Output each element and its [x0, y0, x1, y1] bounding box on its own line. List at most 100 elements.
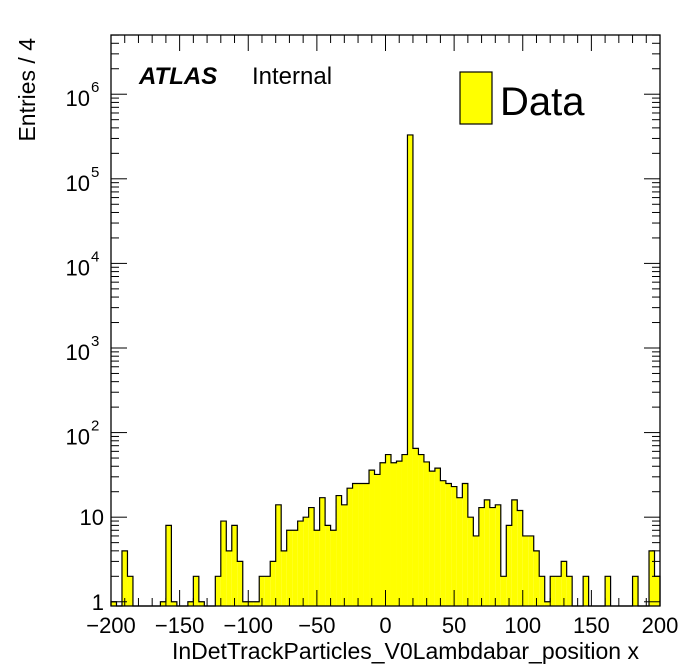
y-tick-label: 10 [66, 86, 90, 111]
x-tick-label: 0 [379, 613, 391, 638]
histogram-bar [352, 483, 359, 606]
histogram-bar [550, 576, 556, 606]
histogram-bar [407, 134, 413, 607]
histogram-bar [429, 471, 435, 606]
histogram-bar [380, 462, 386, 606]
histogram-bar [319, 497, 326, 606]
histogram-bar [286, 530, 293, 606]
histogram-bar [555, 576, 562, 606]
histogram-bar [121, 550, 128, 606]
y-tick-exponent: 5 [91, 164, 99, 181]
x-axis-label: InDetTrackParticles_V0Lambdabar_position… [172, 638, 640, 664]
histogram-bar [347, 488, 353, 606]
y-tick-exponent: 4 [91, 248, 99, 265]
histogram-bar [649, 550, 655, 606]
histogram-bar [605, 576, 611, 606]
histogram-bar [583, 576, 589, 606]
histogram-bar [171, 601, 177, 606]
histogram-bar [632, 576, 639, 606]
histogram-bar [401, 454, 408, 606]
histogram-bar [275, 504, 282, 606]
histogram-bar [165, 525, 172, 606]
histogram-bar [281, 550, 287, 606]
histogram-bar [539, 576, 545, 606]
histogram-bar [654, 576, 660, 606]
x-tick-label: −50 [298, 613, 335, 638]
histogram-bar [198, 601, 205, 606]
histogram-bar [308, 507, 315, 606]
histogram-bar [297, 521, 304, 606]
histogram-bar [374, 474, 381, 606]
histogram-bar [489, 507, 496, 606]
histogram-bar [500, 576, 507, 606]
histogram-bar [528, 535, 534, 606]
histogram-bar [467, 517, 474, 606]
histogram-bar [237, 561, 243, 606]
x-tick-label: 150 [573, 613, 610, 638]
histogram-bar [358, 483, 364, 606]
x-tick-labels: −200 −150 −100 −50 0 50 100 150 200 [86, 613, 678, 638]
histogram-bar [226, 550, 232, 606]
histogram-bar [160, 601, 166, 606]
histogram-bar [561, 561, 567, 606]
x-tick-label: 100 [504, 613, 541, 638]
histogram-bar [242, 601, 249, 606]
y-tick-label: 1 [92, 590, 104, 615]
histogram-bar [330, 530, 337, 606]
histogram-bar [445, 483, 452, 606]
histogram-bar [478, 507, 485, 606]
histogram-bar [111, 601, 117, 606]
histogram-bar [341, 504, 348, 606]
axis-ticks [110, 34, 661, 606]
histogram-bar [253, 601, 260, 606]
histogram-bar [363, 483, 370, 606]
histogram-bar [390, 462, 397, 606]
histogram-bar [533, 550, 540, 606]
histogram-bar [544, 601, 551, 606]
histogram-bar [511, 499, 518, 606]
histogram-bar [336, 495, 342, 606]
histogram-bars [111, 134, 660, 607]
histogram-bar [396, 461, 402, 606]
y-tick-exponent: 2 [91, 418, 99, 435]
histogram-bar [127, 576, 133, 606]
y-tick-exponent: 6 [91, 79, 99, 96]
legend: Data [459, 71, 585, 125]
x-tick-label: 200 [642, 613, 679, 638]
histogram-bar [412, 448, 419, 606]
histogram-bar [566, 576, 573, 606]
histogram-bar [264, 576, 271, 606]
histogram-bar [385, 454, 391, 606]
histogram-bar [292, 530, 298, 606]
atlas-label: ATLAS [138, 63, 217, 90]
histogram-bar [484, 499, 490, 606]
x-tick-label: −100 [223, 613, 273, 638]
y-tick-label: 10 [66, 171, 90, 196]
y-tick-label: 10 [66, 425, 90, 450]
y-axis-label: Entries / 4 [14, 38, 40, 142]
histogram-bar [440, 480, 446, 606]
histogram-bar [314, 530, 320, 606]
histogram-bar [434, 468, 441, 606]
histogram-bar [248, 601, 254, 606]
histogram-bar [187, 601, 194, 606]
histogram-bar [220, 521, 227, 606]
histogram-bar [506, 525, 512, 606]
histogram-bar [522, 535, 529, 606]
histogram-bar [215, 576, 221, 606]
y-tick-exponent: 3 [91, 333, 99, 350]
x-tick-label: −150 [155, 613, 205, 638]
y-tick-label: 10 [80, 505, 104, 530]
histogram-bar [193, 576, 199, 606]
y-tick-label: 10 [66, 340, 90, 365]
atlas-sublabel: Internal [252, 63, 332, 90]
x-tick-label: 50 [442, 613, 466, 638]
histogram-bar [369, 470, 375, 606]
histogram-bar [517, 510, 523, 606]
histogram-bar [418, 454, 424, 606]
histogram-bar [451, 486, 457, 606]
legend-entry-data: Data [500, 80, 585, 124]
histogram-bar [231, 525, 238, 606]
